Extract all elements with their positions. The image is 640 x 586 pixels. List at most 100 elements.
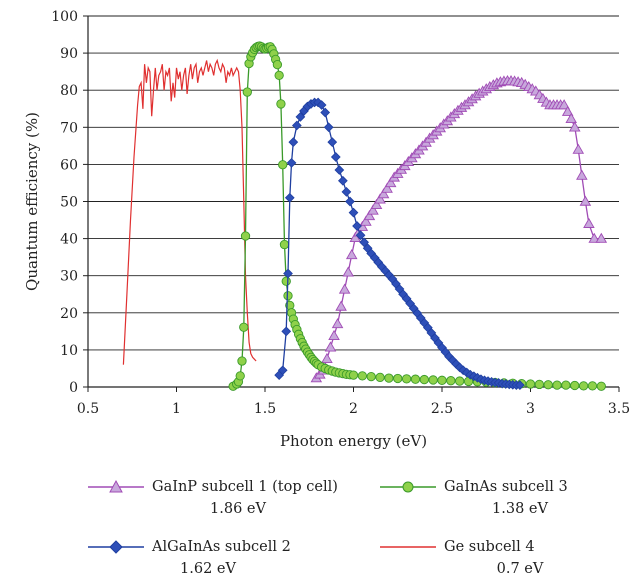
data-point — [335, 300, 347, 311]
y-tick-label: 90 — [60, 46, 78, 62]
data-point — [323, 122, 334, 133]
data-point — [437, 375, 447, 385]
data-point — [328, 329, 340, 341]
data-point — [334, 165, 345, 175]
data-point — [359, 237, 369, 248]
data-point — [342, 266, 354, 277]
y-axis-label: Quantum efficiency (%) — [23, 112, 41, 291]
y-tick-label: 0 — [69, 380, 78, 396]
legend-label: AlGaInAs subcell 2 — [152, 539, 291, 555]
data-point — [281, 326, 292, 337]
data-point — [355, 230, 366, 241]
data-point — [552, 380, 562, 390]
circle-marker-icon — [380, 481, 436, 493]
legend-item-gainp: GaInP subcell 1 (top cell) 1.86 eV — [88, 476, 388, 520]
y-tick-label: 20 — [60, 306, 78, 322]
series-line — [122, 58, 257, 365]
data-point — [274, 70, 284, 81]
data-point — [583, 217, 595, 228]
data-point — [281, 276, 291, 286]
x-tick-label: 1 — [172, 401, 181, 417]
data-point — [327, 137, 338, 148]
data-point — [419, 374, 429, 385]
data-point — [360, 215, 372, 226]
x-tick-label: 0.5 — [77, 401, 99, 417]
legend-label: GaInP subcell 1 (top cell) — [152, 479, 338, 495]
series-layer — [122, 41, 608, 391]
data-point — [570, 380, 580, 391]
x-tick-label: 3 — [526, 401, 535, 417]
data-point — [279, 239, 290, 250]
legend: GaInP subcell 1 (top cell) 1.86 eV GaInA… — [0, 470, 640, 586]
x-tick-label: 2 — [349, 401, 358, 417]
legend-item-ge: Ge subcell 4 0.7 eV — [380, 536, 630, 580]
y-tick-label: 60 — [60, 157, 78, 173]
line-marker-icon — [380, 546, 436, 548]
y-tick-label: 100 — [51, 9, 78, 25]
data-point — [370, 198, 383, 210]
series-line — [232, 45, 602, 387]
data-point — [278, 160, 288, 170]
data-point — [401, 374, 412, 384]
grid-lines — [88, 15, 619, 351]
data-point — [276, 99, 286, 109]
data-point — [352, 221, 362, 231]
data-point — [515, 380, 525, 391]
triangle-marker-icon — [88, 479, 144, 493]
data-point — [561, 380, 571, 390]
y-tick-label: 50 — [60, 195, 78, 211]
data-point — [338, 283, 351, 294]
qe-chart: 0 10 20 30 40 50 60 70 80 90 100 0.5 1 1.5 2 2.5 3 3.5 Ph… — [23, 9, 630, 450]
data-point — [384, 373, 394, 383]
data-point — [578, 381, 589, 391]
data-point — [568, 121, 581, 132]
series-line — [278, 101, 520, 386]
data-point — [565, 112, 577, 123]
legend-label: Ge subcell 4 — [444, 539, 535, 555]
data-point — [235, 371, 245, 381]
data-point — [286, 158, 297, 168]
legend-sublabel: 1.38 eV — [492, 501, 548, 517]
data-point — [375, 372, 385, 383]
data-point — [558, 99, 570, 110]
series-triangle — [310, 75, 608, 383]
data-point — [288, 137, 299, 148]
data-point — [316, 100, 327, 110]
data-point — [320, 107, 331, 118]
y-tick-label: 70 — [60, 120, 78, 136]
legend-sublabel: 1.62 eV — [180, 561, 236, 577]
data-point — [367, 204, 379, 215]
data-point — [374, 193, 386, 204]
legend-sublabel: 0.7 eV — [496, 561, 544, 577]
data-point — [428, 375, 438, 385]
data-point — [239, 322, 249, 332]
legend-sublabel: 1.86 eV — [210, 501, 266, 517]
data-point — [366, 371, 376, 382]
data-point — [345, 249, 358, 260]
data-point — [543, 380, 553, 390]
x-tick-label: 2.5 — [431, 401, 453, 417]
y-tick-label: 30 — [60, 269, 78, 285]
data-point — [240, 231, 251, 241]
data-point — [455, 376, 465, 386]
data-point — [410, 374, 421, 384]
data-point — [237, 356, 247, 366]
data-point — [595, 232, 608, 243]
data-point — [242, 87, 252, 97]
data-point — [348, 207, 359, 218]
tick-labels: 0 10 20 30 40 50 60 70 80 90 100 0.5 1 1.5 2 2.5 3 3.5 — [51, 9, 630, 417]
legend-item-gainas: GaInAs subcell 3 1.38 eV — [380, 476, 630, 520]
series-line — [122, 58, 257, 365]
data-point — [357, 371, 367, 381]
x-tick-label: 1.5 — [254, 401, 276, 417]
data-point — [579, 195, 592, 206]
data-point — [277, 365, 288, 376]
data-point — [283, 268, 293, 279]
data-point — [572, 143, 585, 154]
data-point — [330, 152, 341, 162]
data-point — [377, 188, 390, 199]
data-point — [284, 192, 295, 203]
data-point — [272, 59, 283, 70]
data-point — [345, 196, 355, 207]
data-point — [525, 379, 536, 389]
